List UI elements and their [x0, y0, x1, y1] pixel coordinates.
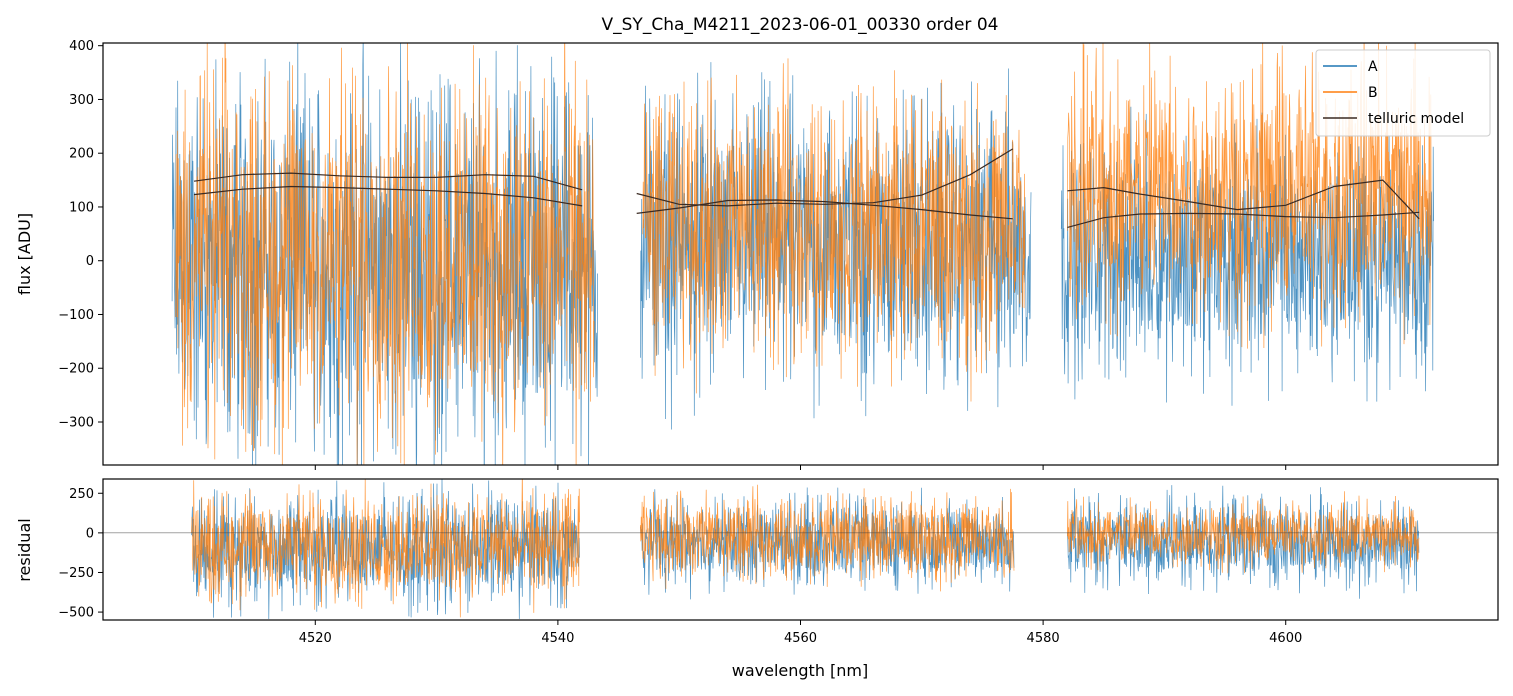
flux-ytick-label: −300 [58, 415, 94, 430]
telluric-model-curve-1 [193, 172, 583, 191]
legend-label-telluric: telluric model [1368, 111, 1464, 127]
flux-y-axis-label: flux [ADU] [15, 213, 34, 295]
series-b-segment-2 [640, 484, 1015, 592]
series-b-segment-1 [175, 43, 595, 465]
flux-ytick-label: 100 [69, 200, 94, 215]
flux-ytick-label: −100 [58, 308, 94, 323]
flux-panel: −300 −200 −100 0 100 200 300 400 flux [ADU] A B… [15, 39, 1499, 470]
legend-box [1315, 49, 1491, 137]
telluric-model-curve-6 [1067, 211, 1420, 228]
residual-ytick-label: 0 [86, 526, 94, 541]
flux-ytick-label: 0 [86, 254, 94, 269]
x-axis-label: wavelength [nm] [732, 661, 869, 680]
flux-ytick-label: −200 [58, 362, 94, 377]
telluric-model-curve-2 [193, 185, 583, 207]
residual-y-axis-label: residual [15, 518, 34, 581]
chart-title: V_SY_Cha_M4211_2023-06-01_00330 order 04 [602, 15, 999, 35]
residual-ytick-label: 250 [69, 487, 94, 502]
legend: A B telluric model [1315, 49, 1491, 137]
series-b-segment-1 [191, 479, 580, 618]
residual-panel: −500 −250 0 250 4520 4540 4560 4580 4600 residu… [15, 478, 1499, 680]
residual-xtick-label: 4600 [1269, 631, 1302, 646]
legend-label-b: B [1368, 85, 1378, 101]
residual-xtick-label: 4540 [541, 631, 574, 646]
flux-ytick-label: 400 [69, 39, 94, 54]
series-b-segment-2 [642, 58, 1026, 402]
flux-ytick-label: 200 [69, 147, 94, 162]
telluric-model-curve-4 [636, 199, 1013, 220]
series-b-segment-3 [1067, 491, 1420, 574]
residual-ytick-label: −250 [58, 566, 94, 581]
telluric-model-curve-3 [636, 148, 1014, 207]
residual-xtick-label: 4520 [299, 631, 332, 646]
residual-xtick-label: 4580 [1027, 631, 1060, 646]
residual-ytick-label: −500 [58, 606, 94, 621]
flux-ytick-label: 300 [69, 93, 94, 108]
telluric-model-curve-5 [1067, 179, 1420, 220]
residual-xtick-label: 4560 [784, 631, 817, 646]
legend-label-a: A [1368, 59, 1378, 75]
